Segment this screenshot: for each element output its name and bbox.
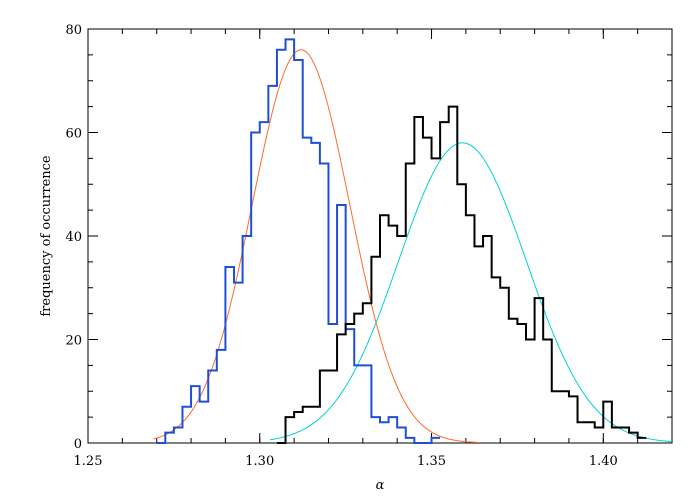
y-tick-label: 80 xyxy=(65,23,82,38)
gaussian-fit-line-2 xyxy=(153,49,480,444)
y-tick-label: 40 xyxy=(65,230,82,245)
x-tick-label: 1.35 xyxy=(417,454,446,469)
x-tick-label: 1.40 xyxy=(589,454,618,469)
histogram-step-line-0 xyxy=(156,38,441,444)
histogram-step-line-1 xyxy=(276,105,647,444)
x-tick-label: 1.25 xyxy=(74,454,103,469)
gaussian-fit-line-3 xyxy=(269,142,673,443)
y-axis-label: frequency of occurrence xyxy=(39,155,54,317)
y-tick-label: 0 xyxy=(74,437,82,452)
x-axis-label: α xyxy=(376,478,385,493)
y-tick-label: 20 xyxy=(65,334,82,349)
axis-ticks xyxy=(87,28,673,444)
y-tick-label: 60 xyxy=(65,127,82,142)
series-layer xyxy=(153,38,673,444)
x-tick-label: 1.30 xyxy=(245,454,274,469)
tick-labels: 1.25 1.30 1.35 1.40 0 20 40 60 80 xyxy=(65,23,617,469)
